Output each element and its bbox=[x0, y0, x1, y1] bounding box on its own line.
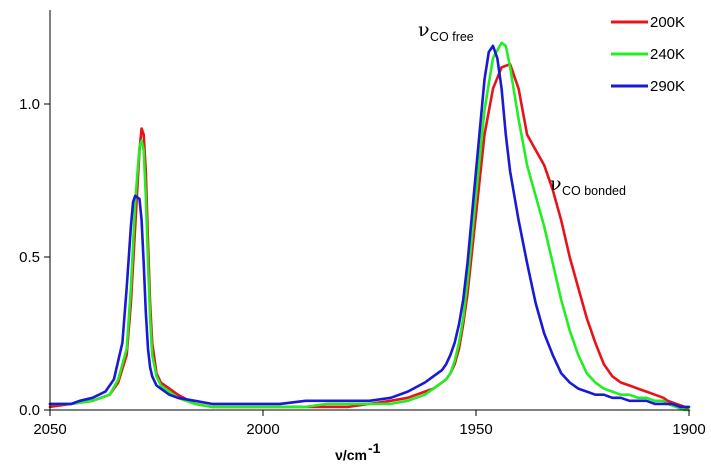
legend-entry-200k: 200K bbox=[611, 14, 685, 31]
x-tick-label: 2000 bbox=[246, 421, 279, 438]
y-tick-label: 0.0 bbox=[19, 402, 40, 419]
series-line-240k bbox=[48, 41, 691, 412]
legend-entry-290k: 290K bbox=[611, 78, 685, 95]
x-tick-label: 1900 bbox=[672, 421, 705, 438]
legend-label-200k: 200K bbox=[650, 14, 685, 31]
legend-entry-240k: 240K bbox=[611, 46, 685, 63]
y-tick-label: 0.5 bbox=[19, 249, 40, 266]
legend-label-240k: 240K bbox=[650, 46, 685, 63]
annotation-co-free-subscript: CO free bbox=[430, 30, 474, 44]
annotation-co-bonded-symbol: ν bbox=[550, 173, 562, 195]
x-axis-title-superscript: -1 bbox=[368, 440, 381, 456]
x-axis-title-main: ν/cm bbox=[335, 447, 367, 463]
x-tick-label: 2050 bbox=[33, 421, 66, 438]
annotation-co-free-symbol: ν bbox=[418, 19, 430, 41]
annotation-co-bonded-subscript: CO bonded bbox=[562, 184, 626, 198]
y-tick-label: 1.0 bbox=[19, 96, 40, 113]
plot-lines bbox=[48, 41, 691, 412]
series-line-290k bbox=[48, 44, 691, 409]
x-axis-title: ν/cm -1 bbox=[335, 440, 381, 463]
legend: 200K 240K 290K bbox=[611, 14, 685, 95]
annotation-co-bonded: ν CO bonded bbox=[550, 173, 626, 198]
axis-ticks: 0.0 0.5 1.0 2050 2000 1950 1900 bbox=[19, 96, 706, 438]
legend-label-290k: 290K bbox=[650, 78, 685, 95]
x-tick-label: 1950 bbox=[459, 421, 492, 438]
annotations: ν CO free ν CO bonded bbox=[418, 19, 626, 198]
annotation-co-free: ν CO free bbox=[418, 19, 474, 44]
